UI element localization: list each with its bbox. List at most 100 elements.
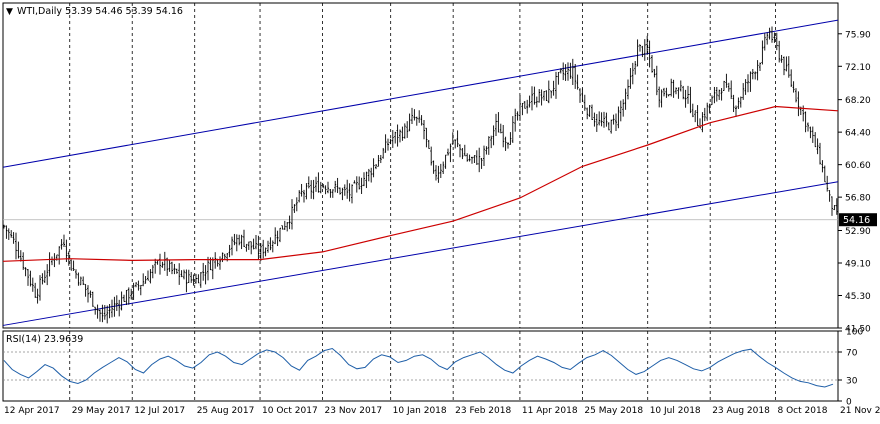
- candle: [545, 90, 548, 102]
- candle: [619, 100, 622, 122]
- candle: [624, 88, 627, 110]
- candle: [192, 274, 195, 286]
- candle: [605, 112, 608, 127]
- candle: [7, 228, 10, 240]
- candle: [454, 139, 457, 149]
- candle: [675, 87, 677, 95]
- candle: [219, 256, 221, 270]
- candle: [264, 247, 267, 257]
- candle: [583, 94, 586, 111]
- rsi-header: RSI(14) 23.9639: [6, 334, 83, 345]
- candle: [257, 235, 260, 260]
- candle: [252, 238, 255, 250]
- candle: [159, 253, 161, 275]
- candle: [300, 183, 303, 197]
- candle: [667, 94, 670, 97]
- candle: [19, 250, 22, 262]
- candle: [334, 180, 337, 193]
- candle: [387, 138, 389, 151]
- candle: [785, 56, 788, 72]
- candle: [821, 160, 824, 173]
- candle: [281, 225, 284, 230]
- moving-average: [2, 105, 839, 262]
- candle: [108, 303, 111, 319]
- candle: [643, 39, 646, 61]
- x-tick-label: 25 Aug 2017: [197, 406, 255, 416]
- candle: [355, 176, 358, 193]
- candle: [763, 33, 766, 51]
- last-price-tag: 54.16: [843, 215, 870, 226]
- candle: [322, 183, 325, 189]
- candle: [183, 269, 185, 280]
- candle: [367, 168, 370, 182]
- candle: [823, 165, 826, 183]
- candle: [593, 112, 596, 127]
- channel-line-upper: [2, 19, 839, 168]
- candle: [353, 180, 356, 184]
- candle: [511, 116, 514, 143]
- rsi-panel-frame: [2, 330, 839, 402]
- candle: [598, 111, 601, 126]
- candle: [312, 179, 315, 200]
- candle: [723, 80, 725, 91]
- candle: [63, 234, 65, 247]
- candle: [147, 270, 149, 281]
- candle: [276, 230, 279, 247]
- candle: [154, 258, 157, 274]
- candle: [497, 112, 500, 133]
- candle: [655, 65, 658, 96]
- candle: [331, 189, 334, 198]
- candle: [437, 165, 440, 183]
- candle: [504, 136, 507, 151]
- candle: [480, 157, 483, 169]
- candle: [58, 246, 61, 265]
- candle: [394, 131, 397, 144]
- candle: [319, 181, 322, 194]
- candle: [646, 35, 649, 55]
- candle: [34, 282, 37, 298]
- candles: [3, 26, 838, 324]
- candle: [739, 96, 742, 108]
- x-tick-label: 10 Jan 2018: [393, 406, 447, 416]
- candle: [492, 125, 495, 146]
- y-tick-label: 52.90: [845, 227, 871, 237]
- candle: [223, 253, 226, 260]
- candle: [727, 82, 730, 92]
- candle: [163, 251, 166, 271]
- candle: [41, 273, 44, 285]
- candle: [403, 123, 406, 139]
- candle: [269, 237, 272, 251]
- candle: [540, 89, 543, 106]
- candle: [718, 89, 721, 100]
- candle: [111, 299, 113, 318]
- candle: [526, 99, 529, 114]
- candle: [795, 88, 797, 103]
- candle: [439, 163, 442, 178]
- candle: [634, 61, 637, 75]
- candle: [360, 177, 363, 194]
- candle: [372, 158, 375, 178]
- candle: [816, 138, 819, 155]
- candle: [315, 176, 317, 192]
- candle: [571, 58, 574, 85]
- candle: [600, 112, 603, 127]
- candle: [123, 294, 125, 302]
- rsi-tick-label: 70: [846, 349, 858, 359]
- candle: [720, 88, 723, 101]
- candle: [432, 160, 435, 174]
- candle: [243, 229, 245, 247]
- candle: [607, 122, 610, 131]
- y-tick-label: 75.90: [845, 30, 871, 40]
- x-tick-label: 21 Nov 2018: [840, 406, 880, 416]
- candle: [615, 113, 617, 131]
- candle: [701, 112, 704, 133]
- symbol-header: WTI,Daily 53.39 54.46 53.39 54.16: [17, 6, 183, 17]
- candle: [725, 73, 728, 88]
- y-tick-label: 68.20: [845, 96, 871, 106]
- candle: [255, 234, 257, 250]
- candle: [528, 95, 531, 108]
- candle: [46, 264, 49, 286]
- candle: [161, 261, 164, 268]
- candle: [807, 122, 809, 132]
